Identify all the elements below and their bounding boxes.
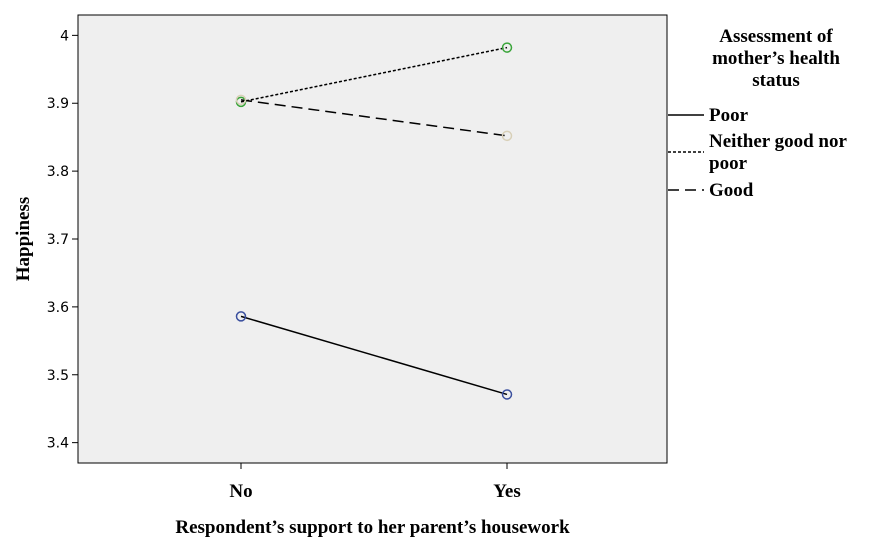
series-lines xyxy=(240,46,508,396)
legend-item-label: Poor xyxy=(709,105,749,126)
legend-title: mother’s health xyxy=(712,48,840,69)
series-line-2 xyxy=(240,99,508,137)
data-point-marker xyxy=(235,94,247,106)
series-line-1 xyxy=(240,46,508,103)
data-point-marker xyxy=(501,130,513,142)
y-tick-label: 3.5 xyxy=(47,368,69,384)
data-point-marker xyxy=(235,311,247,322)
y-tick-label: 3.6 xyxy=(47,300,69,316)
series-line-0 xyxy=(240,315,508,396)
plot-area xyxy=(77,14,668,464)
y-axis-title: Happiness xyxy=(13,197,34,281)
y-tick-label: 4 xyxy=(60,28,69,44)
legend-item-label: poor xyxy=(709,153,748,174)
x-tick-label: Yes xyxy=(493,481,520,502)
y-tick-label: 3.9 xyxy=(47,96,69,112)
y-axis: 3.4 3.5 3.6 3.7 3.8 3.9 4 xyxy=(47,28,78,452)
y-tick-label: 3.8 xyxy=(47,164,69,180)
x-tick-label: No xyxy=(229,481,252,502)
legend-item-label: Neither good nor xyxy=(709,131,847,152)
legend-item-label: Good xyxy=(709,180,754,201)
legend-title: status xyxy=(752,70,800,91)
legend-title: Assessment of xyxy=(719,26,833,47)
x-axis-title: Respondent’s support to her parent’s hou… xyxy=(175,517,570,538)
x-axis: No Yes xyxy=(229,463,521,502)
y-tick-label: 3.7 xyxy=(47,232,69,248)
data-point-marker xyxy=(501,389,513,400)
series-markers xyxy=(235,42,513,400)
y-tick-label: 3.4 xyxy=(47,436,69,452)
data-point-marker xyxy=(501,42,513,53)
